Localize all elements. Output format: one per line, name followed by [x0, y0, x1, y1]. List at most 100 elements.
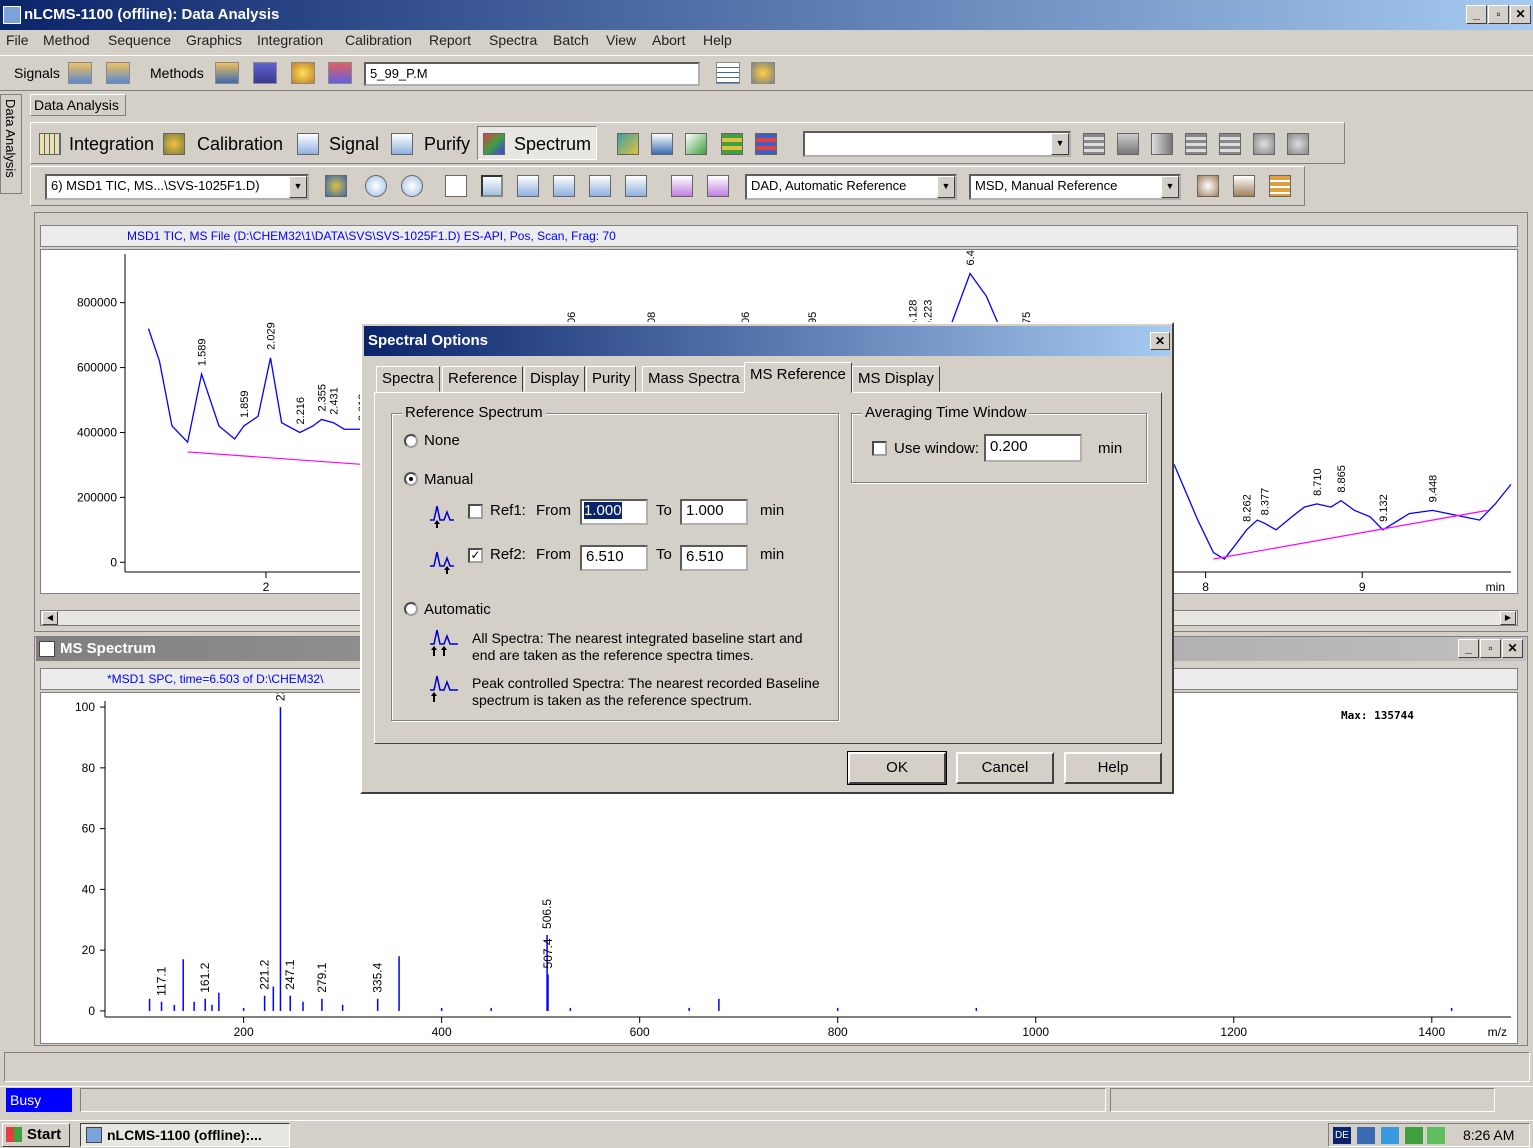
calculator-icon[interactable] — [1269, 175, 1291, 197]
view-tab-data-analysis[interactable]: Data Analysis — [30, 94, 126, 116]
tray-icon-2[interactable] — [1381, 1127, 1399, 1144]
tab-spectra[interactable]: Spectra — [376, 366, 440, 392]
link-icon[interactable] — [1253, 133, 1275, 155]
scroll-right-button[interactable]: ▶ — [1500, 611, 1516, 625]
tray-icon-3[interactable] — [1405, 1127, 1423, 1144]
dialog-close-button[interactable]: ✕ — [1150, 332, 1170, 350]
overlay-icon[interactable] — [325, 175, 347, 197]
list-tool-icon-1[interactable] — [1083, 133, 1105, 155]
automatic-radio[interactable] — [404, 602, 418, 616]
save-method-icon[interactable] — [253, 62, 277, 84]
zoom-in-icon[interactable] — [365, 175, 387, 197]
spectra-tool-icon-1[interactable] — [617, 133, 639, 155]
start-button[interactable]: Start — [2, 1123, 70, 1147]
tool-icon-3[interactable] — [589, 175, 611, 197]
none-radio[interactable] — [404, 434, 418, 448]
ref2-from-input[interactable]: 6.510 — [580, 545, 648, 571]
purify-task[interactable]: Purify — [424, 134, 471, 154]
tab-mass-spectra[interactable]: Mass Spectra — [642, 366, 746, 392]
menu-help[interactable]: Help — [703, 32, 732, 48]
list-tool-icon-2[interactable] — [1151, 133, 1173, 155]
sequence-table-icon[interactable] — [716, 62, 740, 84]
minimize-button[interactable]: _ — [1466, 5, 1487, 24]
window-value-input[interactable]: 0.200 — [984, 434, 1082, 462]
unlink-icon[interactable] — [1287, 133, 1309, 155]
ref1-to-input[interactable]: 1.000 — [680, 499, 748, 525]
menu-spectra[interactable]: Spectra — [489, 32, 538, 48]
menu-method[interactable]: Method — [43, 32, 90, 48]
signal-task[interactable]: Signal — [329, 134, 380, 154]
ok-button[interactable]: OK — [847, 751, 947, 785]
menu-batch[interactable]: Batch — [553, 32, 589, 48]
averaging-time-window-label: Averaging Time Window — [862, 404, 1030, 421]
tab-reference[interactable]: Reference — [442, 366, 524, 392]
ref2-checkbox[interactable]: ✓ — [468, 548, 483, 563]
close-button[interactable]: ✕ — [1510, 5, 1531, 24]
signal-select[interactable]: 6) MSD1 TIC, MS...\SVS-1025F1.D) ▼ — [45, 174, 309, 200]
dad-reference-select[interactable]: DAD, Automatic Reference ▼ — [745, 174, 957, 200]
scale-tool-icon[interactable] — [1233, 175, 1255, 197]
maximize-button[interactable]: ▫ — [1488, 5, 1509, 24]
msd-reference-select[interactable]: MSD, Manual Reference ▼ — [969, 174, 1181, 200]
menu-view[interactable]: View — [606, 32, 637, 48]
peak-tool-icon-2[interactable] — [707, 175, 729, 197]
ref1-checkbox[interactable] — [468, 504, 483, 519]
settings-tool-icon[interactable] — [1197, 175, 1219, 197]
manual-radio[interactable] — [404, 472, 418, 486]
spectrum-mode-icon[interactable] — [481, 175, 503, 197]
library-select[interactable]: ▼ — [803, 131, 1071, 157]
spectrum-task[interactable]: Spectrum — [514, 134, 592, 154]
tab-purity[interactable]: Purity — [586, 366, 637, 392]
method-info-icon[interactable] — [291, 62, 315, 84]
zoom-out-icon[interactable] — [401, 175, 423, 197]
y-tick-label: 100 — [75, 700, 95, 714]
tab-ms-display[interactable]: MS Display — [852, 366, 940, 392]
taskbar-app-button[interactable]: nLCMS-1100 (offline):... — [80, 1123, 290, 1147]
spectral-options-dialog: Spectral Options ✕ Spectra Reference Dis… — [360, 322, 1174, 794]
scroll-left-button[interactable]: ◀ — [42, 611, 58, 625]
spectrum-minimize-button[interactable]: _ — [1458, 639, 1479, 658]
menu-calibration[interactable]: Calibration — [345, 32, 412, 48]
list-tool-icon-4[interactable] — [1219, 133, 1241, 155]
tray-icon-1[interactable] — [1357, 1127, 1375, 1144]
menu-integration[interactable]: Integration — [257, 32, 324, 48]
help-button[interactable]: Help — [1064, 752, 1162, 784]
spectra-tool-icon-2[interactable] — [651, 133, 673, 155]
load-method-icon[interactable] — [215, 62, 239, 84]
library-search-icon[interactable] — [755, 133, 777, 155]
load-signal-icon[interactable] — [68, 62, 92, 84]
menu-graphics[interactable]: Graphics — [186, 32, 243, 48]
peak-tool-icon-1[interactable] — [671, 175, 693, 197]
run-control-icon[interactable] — [751, 62, 775, 84]
use-window-checkbox[interactable] — [872, 441, 887, 456]
menu-file[interactable]: File — [6, 32, 29, 48]
tab-display[interactable]: Display — [524, 366, 586, 392]
save-signal-icon[interactable] — [106, 62, 130, 84]
side-tab-data-analysis[interactable]: Data Analysis — [0, 94, 22, 194]
edit-method-icon[interactable] — [328, 62, 352, 84]
spectrum-maximize-button[interactable]: ▫ — [1480, 639, 1501, 658]
tray-icon-4[interactable] — [1427, 1127, 1445, 1144]
integration-task[interactable]: Integration — [69, 134, 155, 154]
ref1-from-input[interactable]: 1.000 — [580, 499, 648, 525]
cancel-button[interactable]: Cancel — [956, 752, 1054, 784]
select-pointer-icon[interactable] — [445, 175, 467, 197]
ref2-to-input[interactable]: 6.510 — [680, 545, 748, 571]
tool-icon-4[interactable] — [625, 175, 647, 197]
tab-ms-reference[interactable]: MS Reference — [744, 362, 852, 393]
menu-report[interactable]: Report — [429, 32, 472, 48]
spectra-tool-icon-3[interactable] — [685, 133, 707, 155]
print-icon[interactable] — [1117, 133, 1139, 155]
taskbar: Start nLCMS-1100 (offline):... DE 8:26 A… — [0, 1120, 1533, 1148]
spectrum-close-button[interactable]: ✕ — [1502, 639, 1523, 658]
menu-sequence[interactable]: Sequence — [108, 32, 172, 48]
method-name-field[interactable]: 5_99_P.M — [364, 62, 700, 86]
list-tool-icon-3[interactable] — [1185, 133, 1207, 155]
library-icon[interactable] — [721, 133, 743, 155]
calibration-task[interactable]: Calibration — [197, 134, 284, 154]
x-unit-label: m/z — [1488, 1025, 1507, 1039]
tool-icon-1[interactable] — [517, 175, 539, 197]
menu-abort[interactable]: Abort — [652, 32, 686, 48]
language-indicator[interactable]: DE — [1333, 1127, 1351, 1144]
tool-icon-2[interactable] — [553, 175, 575, 197]
